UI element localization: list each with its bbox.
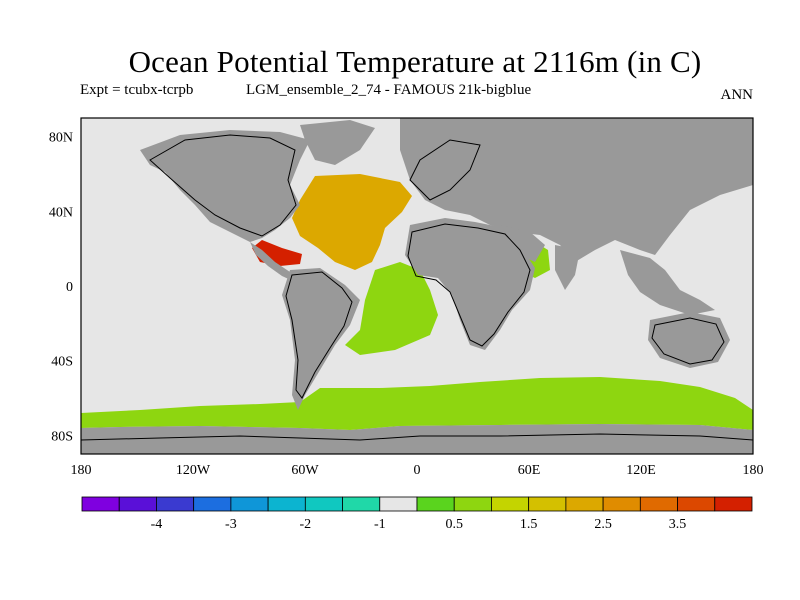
coastline-north-america [149,134,297,237]
experiment-label: Expt = tcubx-tcrpb [80,82,194,98]
land-masses [81,118,753,454]
colorbar-tick-label: 0.5 [445,517,463,532]
y-tick-label: 40N [49,205,73,220]
north-america [140,130,310,242]
coastline-antarctica [81,433,753,441]
colorbar-swatch [565,496,604,512]
colorbar [81,496,753,512]
plot-frame [80,117,754,455]
x-tick-label: 180 [71,463,92,478]
southern-ocean-band [81,377,753,430]
colorbar-tick-label: 2.5 [594,517,612,532]
arabia [500,225,545,262]
y-tick-label: 80N [49,131,73,146]
x-tick-label: 60E [518,463,541,478]
coastline-australia [651,317,725,365]
x-tick-label: 60W [291,463,319,478]
colorbar-swatch [118,496,157,512]
map-title: Ocean Potential Temperature at 2116m (in… [128,44,702,79]
colorbar-swatch [528,496,567,512]
australia [648,312,730,368]
model-label: LGM_ensemble_2_74 - FAMOUS 21k-bigblue [246,82,532,98]
colorbar-swatch [639,496,678,512]
colorbar-swatch [379,496,418,512]
colorbar-tick-label: 1.5 [520,517,538,532]
colorbar-swatch [193,496,232,512]
colorbar-ticks: -4 -3 -2 -1 0.5 1.5 2.5 3.5 [151,517,687,532]
x-axis: 180 120W 60W 0 60E 120E 180 [71,463,764,478]
antarctica [81,424,753,454]
colorbar-tick-label: -3 [225,517,237,532]
y-tick-label: 0 [66,280,73,295]
colorbar-swatch [416,496,455,512]
colorbar-swatch [342,496,381,512]
x-tick-label: 0 [414,463,421,478]
period-label: ANN [720,87,754,103]
central-america [250,242,300,282]
colorbar-swatch [156,496,195,512]
colorbar-swatch [602,496,641,512]
x-tick-label: 120W [176,463,211,478]
colorbar-swatch [304,496,343,512]
colorbar-swatch [714,496,753,512]
y-axis: 80N 40N 0 40S 80S [49,131,73,445]
coastline-south-america [285,271,353,399]
colorbar-swatch [491,496,530,512]
africa [405,218,535,350]
colorbar-swatch [453,496,492,512]
colorbar-swatch [267,496,306,512]
north-atlantic-region [292,174,412,270]
coastline-europe [409,139,481,201]
coastline-africa-eurasia [407,223,531,347]
south-america [282,268,360,410]
x-tick-label: 120E [626,463,656,478]
colorbar-swatch [677,496,716,512]
southeast-asia [620,250,715,315]
colorbar-tick-label: -4 [151,517,163,532]
greenland [300,120,375,165]
colorbar-swatch [81,496,120,512]
south-atlantic-region [345,262,438,355]
y-tick-label: 40S [51,355,73,370]
colorbar-tick-label: -2 [299,517,311,532]
y-tick-label: 80S [51,429,73,444]
coastlines [81,134,753,441]
india [555,245,580,290]
colorbar-swatch [230,496,269,512]
colorbar-tick-label: 3.5 [669,517,687,532]
x-tick-label: 180 [743,463,764,478]
eurasia [400,118,753,262]
colorbar-tick-label: -1 [374,517,386,532]
